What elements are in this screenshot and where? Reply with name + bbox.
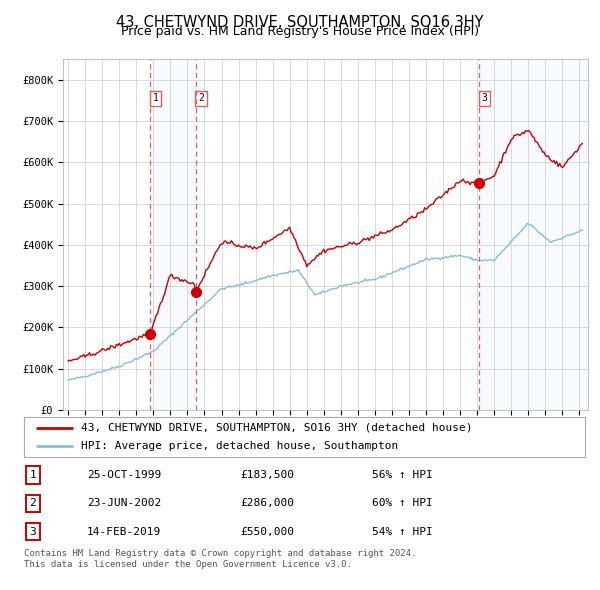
- Bar: [150, 59, 196, 410]
- Text: Contains HM Land Registry data © Crown copyright and database right 2024.: Contains HM Land Registry data © Crown c…: [24, 549, 416, 558]
- Text: 60% ↑ HPI: 60% ↑ HPI: [372, 499, 433, 508]
- Text: 3: 3: [29, 527, 37, 536]
- Text: 14-FEB-2019: 14-FEB-2019: [87, 527, 161, 536]
- Text: 2: 2: [198, 93, 204, 103]
- Text: 43, CHETWYND DRIVE, SOUTHAMPTON, SO16 3HY (detached house): 43, CHETWYND DRIVE, SOUTHAMPTON, SO16 3H…: [81, 423, 473, 433]
- Text: 56% ↑ HPI: 56% ↑ HPI: [372, 470, 433, 480]
- Text: 3: 3: [482, 93, 488, 103]
- Text: £183,500: £183,500: [240, 470, 294, 480]
- Text: 43, CHETWYND DRIVE, SOUTHAMPTON, SO16 3HY: 43, CHETWYND DRIVE, SOUTHAMPTON, SO16 3H…: [116, 15, 484, 30]
- Text: 1: 1: [152, 93, 158, 103]
- Text: £550,000: £550,000: [240, 527, 294, 536]
- Text: 54% ↑ HPI: 54% ↑ HPI: [372, 527, 433, 536]
- Text: HPI: Average price, detached house, Southampton: HPI: Average price, detached house, Sout…: [81, 441, 398, 451]
- Bar: [479, 59, 588, 410]
- Text: 23-JUN-2002: 23-JUN-2002: [87, 499, 161, 508]
- Text: 1: 1: [29, 470, 37, 480]
- Text: £286,000: £286,000: [240, 499, 294, 508]
- Text: Price paid vs. HM Land Registry's House Price Index (HPI): Price paid vs. HM Land Registry's House …: [121, 25, 479, 38]
- Text: 2: 2: [29, 499, 37, 508]
- Text: 25-OCT-1999: 25-OCT-1999: [87, 470, 161, 480]
- Text: This data is licensed under the Open Government Licence v3.0.: This data is licensed under the Open Gov…: [24, 560, 352, 569]
